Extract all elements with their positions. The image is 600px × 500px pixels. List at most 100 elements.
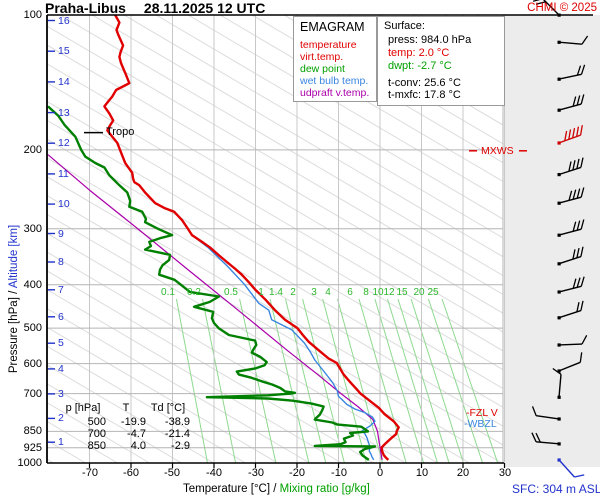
surface-temp: temp: 2.0 °C bbox=[388, 47, 450, 59]
mixing-ratio-label: 15 bbox=[396, 287, 408, 298]
temperature-tick-label: -70 bbox=[82, 467, 98, 479]
surface-title: Surface: bbox=[384, 20, 425, 32]
altitude-tick-label: 11 bbox=[58, 168, 69, 180]
mxws-label: MXWS bbox=[481, 145, 514, 157]
wind-barb bbox=[557, 458, 585, 478]
wind-barb bbox=[557, 246, 584, 266]
y-axis-caption: Pressure [hPa] / Altitude [km] bbox=[8, 224, 20, 374]
station-name: Praha-Libus bbox=[45, 0, 126, 16]
wind-barb-margin bbox=[504, 15, 600, 467]
surface-tmxfc: t-mxfc: 17.8 °C bbox=[388, 89, 461, 101]
temperature-tick-label: -20 bbox=[289, 467, 305, 479]
wind-barb bbox=[552, 367, 562, 399]
surface-press: press: 984.0 hPa bbox=[388, 34, 472, 46]
wind-barb bbox=[557, 300, 584, 320]
surface-elevation-label: SFC: 304 m ASL bbox=[512, 482, 600, 496]
wind-barb bbox=[557, 187, 585, 205]
temperature-tick-label: 10 bbox=[415, 467, 429, 479]
mixing-ratio-label: 6 bbox=[347, 287, 353, 298]
mixing-ratio-label: 0.1 bbox=[161, 287, 175, 298]
altitude-tick-label: 3 bbox=[58, 388, 64, 400]
table-row: 500 -19.9 -38.9 bbox=[87, 416, 190, 428]
dew-point-curve bbox=[47, 105, 377, 461]
table-row: 850 4.0 -2.9 bbox=[87, 440, 190, 452]
page-title: Praha-Libus 28.11.2025 12 UTC bbox=[45, 0, 266, 16]
temperature-tick-label: -30 bbox=[248, 467, 264, 479]
altitude-tick-label: 16 bbox=[58, 15, 70, 27]
surface-tconv: t-conv: 25.6 °C bbox=[388, 77, 461, 89]
mixing-ratio-label: 12 bbox=[383, 287, 395, 298]
wind-barb bbox=[557, 276, 585, 294]
altitude-tick-label: 14 bbox=[58, 76, 70, 88]
altitude-tick-label: 9 bbox=[58, 228, 64, 240]
altitude-tick-label: 6 bbox=[58, 311, 64, 323]
legend-item-wet-bulb: wet bulb temp. bbox=[300, 75, 369, 87]
updraft-virt-temp-curve bbox=[47, 154, 383, 460]
copyright-text: CHMI © 2025 bbox=[527, 2, 597, 14]
pressure-tick-label: 1000 bbox=[17, 457, 42, 469]
temperature-curve bbox=[103, 15, 400, 461]
wind-barb bbox=[531, 406, 561, 421]
temperature-tick-label: 20 bbox=[456, 467, 470, 479]
wind-barb bbox=[557, 157, 584, 177]
mixing-ratio-label: 1.4 bbox=[269, 287, 283, 298]
tropopause-label: Tropo bbox=[106, 126, 135, 138]
legend-item-temperature: temperature bbox=[300, 39, 357, 51]
mixing-ratio-label: 0.5 bbox=[224, 287, 238, 298]
temperature-tick-label: 0 bbox=[376, 467, 384, 479]
table-header-row: p [hPa] T Td [°C] bbox=[65, 402, 186, 414]
mixing-ratio-label: 8 bbox=[363, 287, 369, 298]
temperature-tick-label: -60 bbox=[123, 467, 139, 479]
altitude-tick-label: 4 bbox=[58, 363, 64, 375]
mixing-ratio-label: 4 bbox=[325, 287, 331, 298]
mixing-ratio-label: 20 bbox=[413, 287, 425, 298]
pressure-tick-label: 700 bbox=[23, 388, 42, 400]
pressure-tick-label: 200 bbox=[23, 144, 42, 156]
altitude-tick-label: 8 bbox=[58, 256, 64, 268]
wind-barb bbox=[557, 352, 583, 373]
table-row: 700 -4.7 -21.4 bbox=[87, 428, 190, 440]
altitude-tick-label: 13 bbox=[58, 107, 70, 119]
wind-barb bbox=[557, 334, 588, 347]
freezing-level-label: -FZL V bbox=[466, 407, 498, 419]
wet-bulb-zero-label: -WBZL bbox=[464, 418, 497, 430]
temperature-tick-label: 30 bbox=[498, 467, 512, 479]
wind-barb bbox=[532, 0, 561, 17]
altitude-tick-label: 10 bbox=[58, 198, 70, 210]
isotherm-gridlines bbox=[89, 15, 505, 463]
legend-title: EMAGRAM bbox=[300, 20, 365, 34]
mixing-ratio-lines bbox=[175, 298, 499, 463]
altitude-tick-label: 2 bbox=[58, 412, 64, 424]
pressure-tick-label: 925 bbox=[23, 442, 42, 454]
altitude-tick-label: 15 bbox=[58, 45, 70, 57]
legend-box: EMAGRAM temperature virt.temp. dew point… bbox=[293, 16, 377, 102]
wind-barb bbox=[557, 64, 586, 81]
temperature-tick-label: -50 bbox=[164, 467, 180, 479]
mixing-ratio-label: 2 bbox=[290, 287, 296, 298]
pressure-tick-label: 600 bbox=[23, 358, 42, 370]
mixing-ratio-label: 0.2 bbox=[187, 287, 201, 298]
mixing-ratio-label: 3 bbox=[311, 287, 317, 298]
pressure-tick-label: 300 bbox=[23, 223, 42, 235]
wind-barb bbox=[557, 94, 585, 112]
sounding-datetime: 28.11.2025 12 UTC bbox=[143, 0, 266, 16]
mixing-ratio-label: 1 bbox=[258, 287, 264, 298]
pressure-tick-label: 850 bbox=[23, 425, 42, 437]
wind-barb bbox=[557, 125, 583, 145]
mixing-ratio-label: 25 bbox=[427, 287, 439, 298]
pressure-tick-label: 400 bbox=[23, 279, 42, 291]
sounding-table: p [hPa] T Td [°C] 500 -19.9 -38.9 700 -4… bbox=[60, 402, 190, 452]
temperature-tick-label: -40 bbox=[206, 467, 222, 479]
pressure-gridlines bbox=[47, 149, 503, 449]
legend-item-updraft-vtemp: udpraft v.temp. bbox=[300, 87, 370, 99]
wind-barb bbox=[557, 219, 585, 237]
wet-bulb-curve bbox=[191, 234, 376, 461]
pressure-tick-label: 500 bbox=[23, 322, 42, 334]
wind-barbs bbox=[531, 0, 589, 478]
wind-barb bbox=[557, 35, 589, 45]
temperature-tick-label: -10 bbox=[331, 467, 347, 479]
x-axis-caption: Temperature [°C] / Mixing ratio [g/kg] bbox=[183, 483, 370, 495]
altitude-tick-label: 12 bbox=[58, 137, 70, 149]
altitude-tick-label: 1 bbox=[58, 436, 64, 448]
